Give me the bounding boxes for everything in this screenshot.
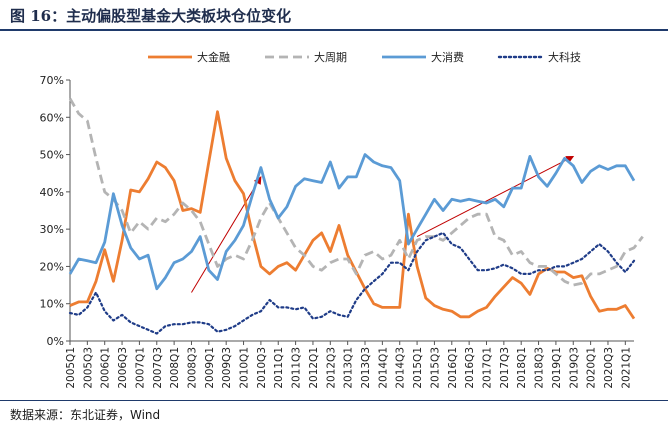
x-tick-label: 2015Q3 [429, 347, 441, 389]
y-tick-label: 50% [40, 149, 64, 162]
series-line-4 [68, 231, 636, 335]
x-tick-label: 2007Q3 [152, 347, 164, 389]
x-tick-label: 2011Q3 [291, 347, 303, 389]
x-tick-label: 2014Q1 [377, 347, 389, 389]
x-tick-label: 2013Q1 [343, 347, 355, 389]
title-rule [0, 29, 668, 31]
trend-arrow [191, 176, 262, 293]
x-tick-label: 2017Q1 [481, 347, 493, 389]
x-tick-label: 2011Q1 [273, 347, 285, 389]
x-tick-label: 2008Q1 [169, 347, 181, 389]
source-note: 数据来源：东北证券，Wind [10, 408, 161, 422]
legend-label: 大消费 [431, 50, 464, 64]
source-rule [0, 400, 668, 401]
x-tick-label: 2014Q3 [395, 347, 407, 389]
x-tick-label: 2018Q3 [534, 347, 546, 389]
series-line-1 [69, 110, 636, 320]
x-tick-label: 2009Q3 [221, 347, 233, 389]
x-tick-label: 2019Q3 [568, 347, 580, 389]
legend-label: 大周期 [314, 50, 347, 64]
x-tick-label: 2012Q1 [308, 347, 320, 389]
x-tick-label: 2021Q1 [620, 347, 632, 389]
x-tick-label: 2007Q1 [134, 347, 146, 389]
series-line-3 [68, 153, 636, 291]
x-tick-label: 2010Q1 [239, 347, 251, 389]
x-tick-label: 2012Q3 [325, 347, 337, 389]
x-tick-label: 2008Q3 [186, 347, 198, 389]
series-line-2 [68, 97, 644, 287]
trend-arrow [416, 155, 575, 238]
x-tick-label: 2006Q3 [117, 347, 129, 389]
y-tick-label: 30% [40, 223, 64, 236]
x-tick-label: 2006Q1 [100, 347, 112, 389]
x-tick-label: 2017Q3 [499, 347, 511, 389]
y-tick-label: 40% [40, 186, 64, 199]
y-tick-label: 0% [47, 335, 64, 348]
legend-label: 大金融 [197, 50, 230, 64]
x-tick-label: 2016Q3 [464, 347, 476, 389]
y-tick-label: 10% [40, 298, 64, 311]
y-tick-label: 60% [40, 111, 64, 124]
y-tick-label: 20% [40, 260, 64, 273]
legend-label: 大科技 [548, 50, 581, 64]
x-tick-label: 2019Q1 [551, 347, 563, 389]
x-tick-label: 2005Q3 [82, 347, 94, 389]
x-tick-label: 2009Q1 [204, 347, 216, 389]
y-tick-label: 70% [40, 74, 64, 87]
x-tick-label: 2020Q1 [586, 347, 598, 389]
figure-title: 图 16：主动偏股型基金大类板块仓位变化 [10, 7, 292, 25]
x-tick-label: 2010Q3 [256, 347, 268, 389]
x-tick-label: 2005Q1 [65, 347, 77, 389]
x-tick-label: 2015Q1 [412, 347, 424, 389]
x-tick-label: 2013Q3 [360, 347, 372, 389]
x-tick-label: 2020Q3 [603, 347, 615, 389]
x-tick-label: 2018Q1 [516, 347, 528, 389]
x-tick-label: 2016Q1 [447, 347, 459, 389]
